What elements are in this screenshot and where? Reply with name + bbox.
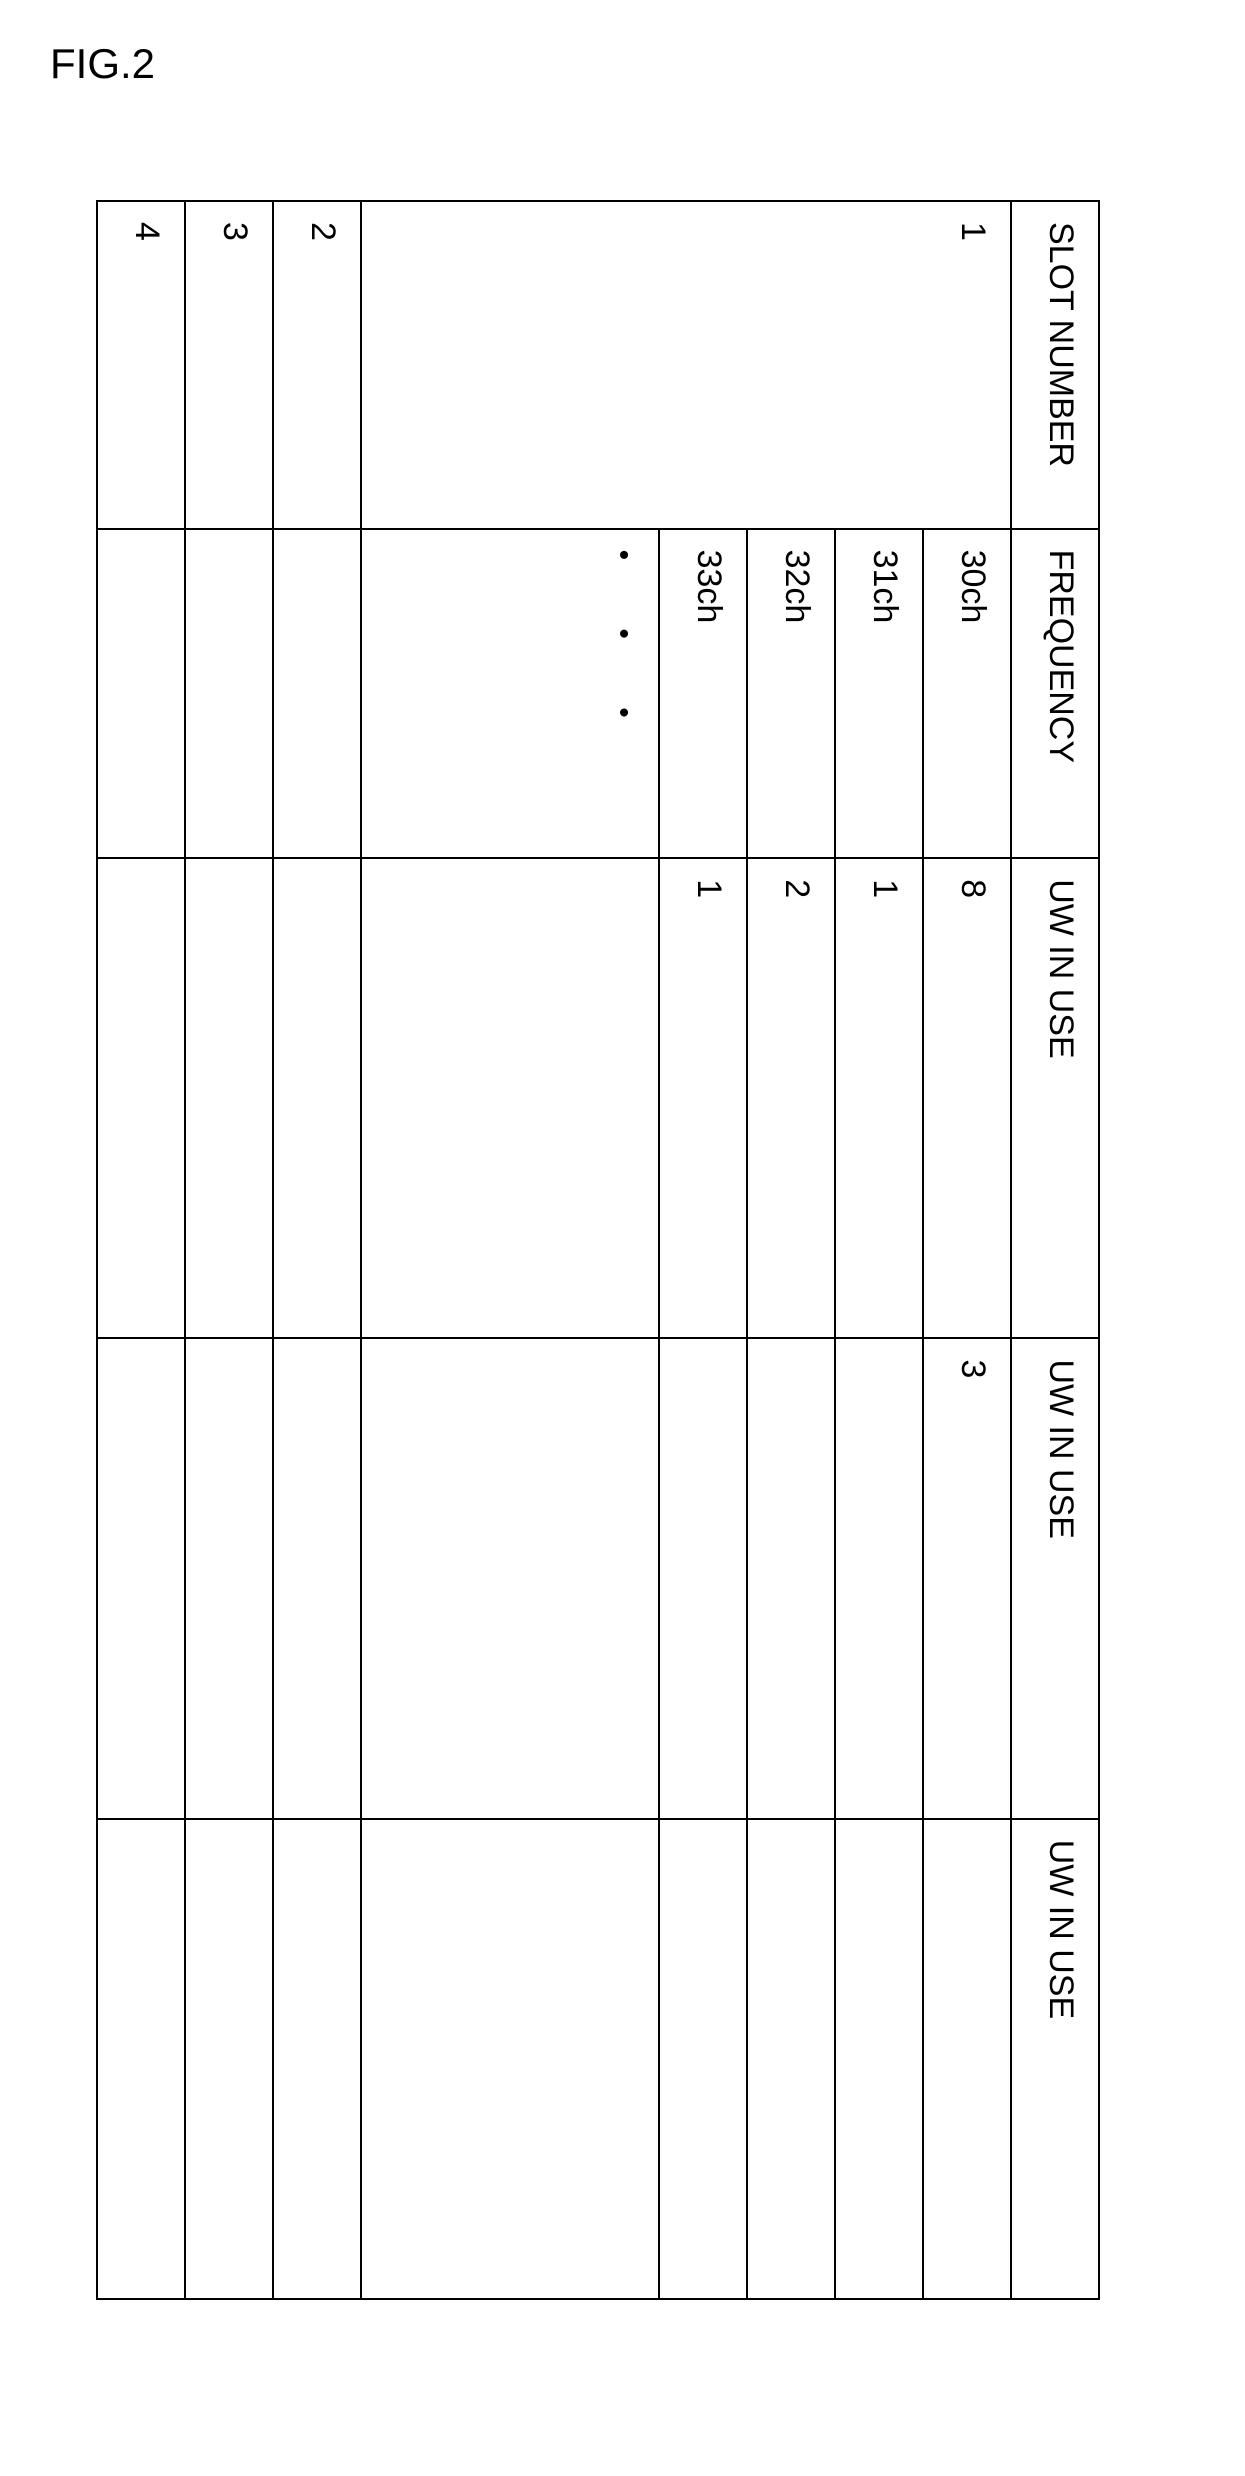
cell-uw2 bbox=[659, 1338, 747, 1818]
cell-uw1: 1 bbox=[835, 858, 923, 1338]
cell-uw3 bbox=[835, 1819, 923, 2299]
cell-uw2 bbox=[835, 1338, 923, 1818]
cell-empty bbox=[97, 858, 185, 1338]
cell-empty bbox=[361, 858, 659, 1338]
col-header-uw-3: UW IN USE bbox=[1011, 1819, 1099, 2299]
cell-empty bbox=[273, 1338, 361, 1818]
table-row: 4 bbox=[97, 201, 185, 2299]
cell-freq: 30ch bbox=[923, 529, 1011, 859]
table-row: 2 bbox=[273, 201, 361, 2299]
cell-uw3 bbox=[747, 1819, 835, 2299]
cell-slot-3: 3 bbox=[185, 201, 273, 529]
cell-empty bbox=[97, 1819, 185, 2299]
table-row: 3 bbox=[185, 201, 273, 2299]
cell-empty bbox=[97, 1338, 185, 1818]
col-header-slot: SLOT NUMBER bbox=[1011, 201, 1099, 529]
col-header-frequency: FREQUENCY bbox=[1011, 529, 1099, 859]
cell-empty bbox=[361, 1338, 659, 1818]
col-header-uw-2: UW IN USE bbox=[1011, 1338, 1099, 1818]
table-container: SLOT NUMBER FREQUENCY UW IN USE UW IN US… bbox=[96, 200, 1100, 2400]
col-header-uw-1: UW IN USE bbox=[1011, 858, 1099, 1338]
cell-uw3 bbox=[923, 1819, 1011, 2299]
cell-empty bbox=[185, 1819, 273, 2299]
cell-empty bbox=[185, 529, 273, 859]
cell-slot-1: 1 bbox=[361, 201, 1011, 529]
cell-uw1: 8 bbox=[923, 858, 1011, 1338]
cell-empty bbox=[361, 1819, 659, 2299]
table-header-row: SLOT NUMBER FREQUENCY UW IN USE UW IN US… bbox=[1011, 201, 1099, 2299]
cell-slot-2: 2 bbox=[273, 201, 361, 529]
cell-empty bbox=[185, 858, 273, 1338]
cell-uw2 bbox=[747, 1338, 835, 1818]
cell-empty bbox=[185, 1338, 273, 1818]
figure-label: FIG.2 bbox=[50, 40, 1205, 88]
cell-freq: 32ch bbox=[747, 529, 835, 859]
cell-empty bbox=[273, 529, 361, 859]
cell-freq: 33ch bbox=[659, 529, 747, 859]
cell-slot-4: 4 bbox=[97, 201, 185, 529]
cell-freq: 31ch bbox=[835, 529, 923, 859]
table-row: 1 30ch 8 3 bbox=[923, 201, 1011, 2299]
cell-empty bbox=[97, 529, 185, 859]
data-table: SLOT NUMBER FREQUENCY UW IN USE UW IN US… bbox=[96, 200, 1100, 2300]
cell-uw1: 2 bbox=[747, 858, 835, 1338]
cell-empty bbox=[273, 858, 361, 1338]
cell-uw3 bbox=[659, 1819, 747, 2299]
cell-ellipsis: • • • bbox=[361, 529, 659, 859]
cell-uw2: 3 bbox=[923, 1338, 1011, 1818]
cell-uw1: 1 bbox=[659, 858, 747, 1338]
cell-empty bbox=[273, 1819, 361, 2299]
